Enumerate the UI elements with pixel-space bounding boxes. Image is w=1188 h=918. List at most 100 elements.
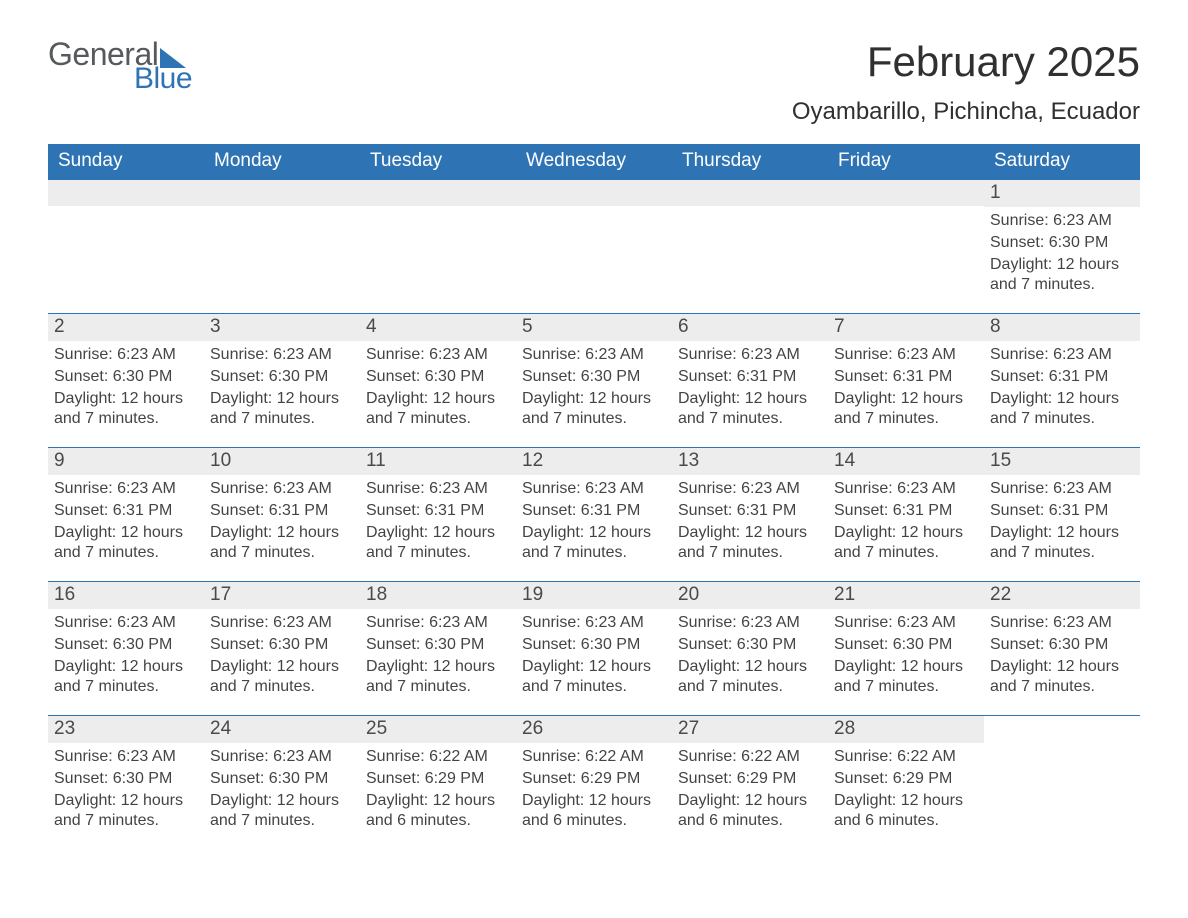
dow-monday: Monday bbox=[204, 144, 360, 180]
sunset-line: Sunset: 6:31 PM bbox=[834, 501, 976, 521]
day-cell: 14 Sunrise: 6:23 AMSunset: 6:31 PMDayligh… bbox=[828, 448, 984, 581]
sunrise-line: Sunrise: 6:23 AM bbox=[522, 345, 664, 365]
sunset-line: Sunset: 6:31 PM bbox=[990, 501, 1132, 521]
sunset-line: Sunset: 6:31 PM bbox=[678, 501, 820, 521]
day-details: Sunrise: 6:23 AMSunset: 6:31 PMDaylight:… bbox=[990, 345, 1132, 429]
day-number-blank bbox=[360, 180, 516, 206]
sunset-line: Sunset: 6:31 PM bbox=[54, 501, 196, 521]
daylight-line: Daylight: 12 hours and 7 minutes. bbox=[54, 389, 196, 429]
sunset-line: Sunset: 6:29 PM bbox=[834, 769, 976, 789]
day-number: 7 bbox=[828, 314, 984, 341]
day-cell: 4Sunrise: 6:23 AMSunset: 6:30 PMDaylight… bbox=[360, 314, 516, 447]
day-cell: 27 Sunrise: 6:22 AMSunset: 6:29 PMDayligh… bbox=[672, 716, 828, 849]
daylight-line: Daylight: 12 hours and 7 minutes. bbox=[522, 389, 664, 429]
day-cell: 2Sunrise: 6:23 AMSunset: 6:30 PMDaylight… bbox=[48, 314, 204, 447]
day-number: 27 bbox=[672, 716, 828, 743]
day-number: 23 bbox=[48, 716, 204, 743]
dow-wednesday: Wednesday bbox=[516, 144, 672, 180]
daylight-line: Daylight: 12 hours and 7 minutes. bbox=[990, 255, 1132, 295]
day-cell: 23Sunrise: 6:23 AMSunset: 6:30 PMDayligh… bbox=[48, 716, 204, 849]
day-cell: 8 Sunrise: 6:23 AMSunset: 6:31 PMDaylight… bbox=[984, 314, 1140, 447]
sunrise-line: Sunrise: 6:23 AM bbox=[366, 479, 508, 499]
calendar: Sunday Monday Tuesday Wednesday Thursday… bbox=[48, 144, 1140, 849]
daylight-line: Daylight: 12 hours and 7 minutes. bbox=[54, 523, 196, 563]
day-details: Sunrise: 6:23 AMSunset: 6:30 PMDaylight:… bbox=[210, 345, 352, 429]
day-details: Sunrise: 6:23 AMSunset: 6:30 PMDaylight:… bbox=[54, 613, 196, 697]
day-cell bbox=[48, 180, 204, 313]
daylight-line: Daylight: 12 hours and 6 minutes. bbox=[366, 791, 508, 831]
daylight-line: Daylight: 12 hours and 7 minutes. bbox=[834, 523, 976, 563]
day-number: 26 bbox=[516, 716, 672, 743]
dow-tuesday: Tuesday bbox=[360, 144, 516, 180]
logo: General Blue bbox=[48, 38, 192, 94]
day-cell: 25Sunrise: 6:22 AMSunset: 6:29 PMDayligh… bbox=[360, 716, 516, 849]
day-cell: 20Sunrise: 6:23 AMSunset: 6:30 PMDayligh… bbox=[672, 582, 828, 715]
day-number: 20 bbox=[672, 582, 828, 609]
sunset-line: Sunset: 6:30 PM bbox=[54, 367, 196, 387]
day-number: 11 bbox=[360, 448, 516, 475]
day-details: Sunrise: 6:23 AMSunset: 6:31 PMDaylight:… bbox=[834, 479, 976, 563]
daylight-line: Daylight: 12 hours and 7 minutes. bbox=[678, 389, 820, 429]
daylight-line: Daylight: 12 hours and 7 minutes. bbox=[522, 657, 664, 697]
day-cell: 22Sunrise: 6:23 AMSunset: 6:30 PMDayligh… bbox=[984, 582, 1140, 715]
day-number-blank bbox=[516, 180, 672, 206]
daylight-line: Daylight: 12 hours and 7 minutes. bbox=[210, 791, 352, 831]
title-block: February 2025 Oyambarillo, Pichincha, Ec… bbox=[792, 38, 1140, 126]
sunrise-line: Sunrise: 6:23 AM bbox=[210, 747, 352, 767]
month-title: February 2025 bbox=[792, 38, 1140, 86]
daylight-line: Daylight: 12 hours and 7 minutes. bbox=[990, 389, 1132, 429]
daylight-line: Daylight: 12 hours and 7 minutes. bbox=[990, 523, 1132, 563]
day-number: 21 bbox=[828, 582, 984, 609]
day-details: Sunrise: 6:23 AMSunset: 6:30 PMDaylight:… bbox=[54, 345, 196, 429]
sunset-line: Sunset: 6:30 PM bbox=[210, 769, 352, 789]
week-row: 16Sunrise: 6:23 AMSunset: 6:30 PMDayligh… bbox=[48, 581, 1140, 715]
day-cell bbox=[516, 180, 672, 313]
sunrise-line: Sunrise: 6:23 AM bbox=[366, 345, 508, 365]
day-number: 12 bbox=[516, 448, 672, 475]
day-number: 24 bbox=[204, 716, 360, 743]
day-cell bbox=[204, 180, 360, 313]
sunrise-line: Sunrise: 6:23 AM bbox=[210, 345, 352, 365]
day-number: 9 bbox=[48, 448, 204, 475]
day-details: Sunrise: 6:23 AMSunset: 6:31 PMDaylight:… bbox=[210, 479, 352, 563]
day-number: 10 bbox=[204, 448, 360, 475]
sunrise-line: Sunrise: 6:23 AM bbox=[990, 479, 1132, 499]
day-details: Sunrise: 6:23 AMSunset: 6:30 PMDaylight:… bbox=[366, 613, 508, 697]
day-cell: 3Sunrise: 6:23 AMSunset: 6:30 PMDaylight… bbox=[204, 314, 360, 447]
sunrise-line: Sunrise: 6:23 AM bbox=[834, 479, 976, 499]
sunrise-line: Sunrise: 6:23 AM bbox=[54, 479, 196, 499]
day-cell: 9 Sunrise: 6:23 AMSunset: 6:31 PMDaylight… bbox=[48, 448, 204, 581]
day-cell: 5Sunrise: 6:23 AMSunset: 6:30 PMDaylight… bbox=[516, 314, 672, 447]
day-number-blank bbox=[672, 180, 828, 206]
dow-saturday: Saturday bbox=[984, 144, 1140, 180]
day-number: 13 bbox=[672, 448, 828, 475]
dow-sunday: Sunday bbox=[48, 144, 204, 180]
sunrise-line: Sunrise: 6:23 AM bbox=[678, 345, 820, 365]
day-details: Sunrise: 6:22 AMSunset: 6:29 PMDaylight:… bbox=[678, 747, 820, 831]
day-number-blank bbox=[828, 180, 984, 206]
week-row: 9Sunrise: 6:23 AMSunset: 6:31 PMDaylight… bbox=[48, 447, 1140, 581]
day-number: 8 bbox=[984, 314, 1140, 341]
sunrise-line: Sunrise: 6:23 AM bbox=[990, 613, 1132, 633]
day-cell: 10 Sunrise: 6:23 AMSunset: 6:31 PMDayligh… bbox=[204, 448, 360, 581]
page: General Blue February 2025 Oyambarillo, … bbox=[0, 0, 1188, 849]
daylight-line: Daylight: 12 hours and 6 minutes. bbox=[678, 791, 820, 831]
header: General Blue February 2025 Oyambarillo, … bbox=[48, 38, 1140, 126]
sunset-line: Sunset: 6:31 PM bbox=[678, 367, 820, 387]
day-details: Sunrise: 6:23 AMSunset: 6:30 PMDaylight:… bbox=[210, 747, 352, 831]
day-number: 15 bbox=[984, 448, 1140, 475]
sunrise-line: Sunrise: 6:23 AM bbox=[54, 345, 196, 365]
day-details: Sunrise: 6:23 AMSunset: 6:30 PMDaylight:… bbox=[522, 345, 664, 429]
sunset-line: Sunset: 6:31 PM bbox=[834, 367, 976, 387]
day-details: Sunrise: 6:22 AMSunset: 6:29 PMDaylight:… bbox=[522, 747, 664, 831]
day-details: Sunrise: 6:23 AMSunset: 6:30 PMDaylight:… bbox=[990, 211, 1132, 295]
sunset-line: Sunset: 6:31 PM bbox=[366, 501, 508, 521]
day-number: 14 bbox=[828, 448, 984, 475]
daylight-line: Daylight: 12 hours and 7 minutes. bbox=[210, 523, 352, 563]
sunset-line: Sunset: 6:30 PM bbox=[210, 367, 352, 387]
daylight-line: Daylight: 12 hours and 6 minutes. bbox=[834, 791, 976, 831]
day-number-blank bbox=[204, 180, 360, 206]
dow-thursday: Thursday bbox=[672, 144, 828, 180]
day-number: 18 bbox=[360, 582, 516, 609]
day-cell: 13Sunrise: 6:23 AMSunset: 6:31 PMDayligh… bbox=[672, 448, 828, 581]
